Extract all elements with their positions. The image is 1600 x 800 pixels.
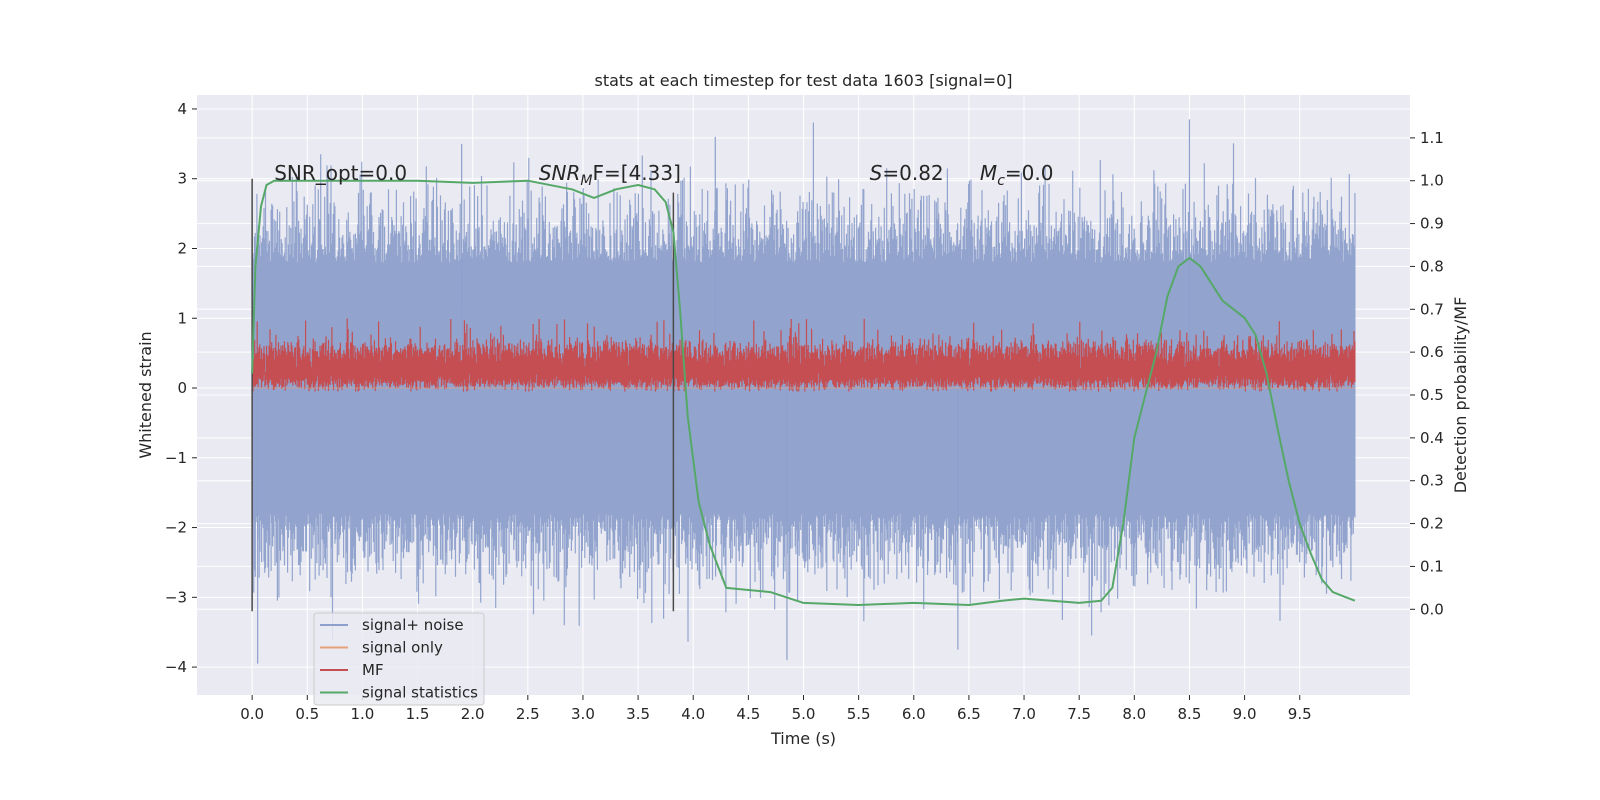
right-y-tick-label: 0.8 (1420, 257, 1444, 275)
y-tick-label: −4 (165, 658, 187, 676)
x-tick-label: 0.0 (240, 705, 264, 723)
y-tick-label: −2 (165, 519, 187, 537)
right-y-tick-label: 1.0 (1420, 172, 1444, 190)
x-tick-label: 1.5 (406, 705, 430, 723)
x-tick-label: 2.0 (461, 705, 485, 723)
x-tick-label: 4.0 (681, 705, 705, 723)
x-tick-label: 8.0 (1122, 705, 1146, 723)
right-y-tick-label: 0.5 (1420, 386, 1444, 404)
annotations: SNR_opt=0.0 SNRMF=[4.33] S=0.82 Mc=0.0 (274, 161, 1053, 189)
y-tick-label: 1 (177, 309, 187, 327)
annotation-snr-mf: SNRMF=[4.33] (539, 161, 681, 189)
right-y-axis-label: Detection probability/MF (1451, 297, 1470, 494)
y-tick-label: −1 (165, 449, 187, 467)
right-y-tick-label: 0.9 (1420, 215, 1444, 233)
mf-series (251, 318, 1356, 392)
x-tick-label: 5.5 (847, 705, 871, 723)
right-y-tick-label: 0.3 (1420, 472, 1444, 490)
x-tick-label: 6.5 (957, 705, 981, 723)
x-tick-label: 7.0 (1012, 705, 1036, 723)
x-tick-label: 8.5 (1178, 705, 1202, 723)
y-tick-label: 0 (177, 379, 187, 397)
legend-entry-signal-statistics: signal statistics (362, 684, 478, 702)
legend: signal+ noise signal only MF signal stat… (313, 612, 485, 706)
y-tick-label: 4 (177, 100, 187, 118)
annotation-mc: Mc=0.0 (980, 161, 1054, 189)
y-tick-label: 2 (177, 239, 187, 257)
x-tick-label: 1.0 (350, 705, 374, 723)
x-tick-label: 9.5 (1288, 705, 1312, 723)
annotation-snr-mf-sub: M (580, 173, 592, 189)
signal-statistics-line (251, 179, 1356, 606)
y-tick-label: −3 (165, 588, 187, 606)
right-y-tick-label: 0.0 (1420, 600, 1444, 618)
x-tick-label: 0.5 (295, 705, 319, 723)
annotation-mc-sub: c (997, 173, 1005, 189)
annotation-snr-mf-rest: F=[4.33] (593, 161, 681, 185)
annotation-snr-opt: SNR_opt=0.0 (274, 161, 407, 185)
signal-statistics-series (251, 179, 1356, 606)
annotation-s: S=0.82 (870, 161, 944, 185)
right-y-tick-label: 0.1 (1420, 557, 1444, 575)
annotation-mc-main: M (980, 161, 997, 185)
right-y-tick-label: 0.4 (1420, 429, 1444, 447)
x-tick-label: 6.0 (902, 705, 926, 723)
x-tick-label: 4.5 (736, 705, 760, 723)
vertical-markers (251, 178, 675, 612)
x-axis-label: Time (s) (770, 729, 836, 748)
x-tick-label: 3.0 (571, 705, 595, 723)
legend-entry-signal-only: signal only (362, 639, 443, 657)
x-tick-label: 2.5 (516, 705, 540, 723)
right-y-tick-label: 0.6 (1420, 343, 1444, 361)
tick-labels: 0.0 0.5 1.0 1.5 2.0 2.5 3.0 3.5 4.0 4.5 5.0 5.5 6.0 6… (165, 100, 1444, 723)
x-tick-label: 5.0 (792, 705, 816, 723)
y-tick-label: 3 (177, 170, 187, 188)
legend-entry-mf: MF (362, 661, 384, 679)
annotation-snr-mf-main: SNR (539, 161, 581, 185)
right-y-tick-label: 0.2 (1420, 515, 1444, 533)
x-tick-label: 7.5 (1067, 705, 1091, 723)
annotation-s-main: S (870, 161, 883, 185)
legend-entry-signal-noise: signal+ noise (362, 616, 464, 634)
right-y-tick-label: 1.1 (1420, 129, 1444, 147)
x-tick-label: 9.0 (1233, 705, 1257, 723)
legend-box (313, 612, 485, 706)
x-tick-label: 3.5 (626, 705, 650, 723)
annotation-s-rest: =0.82 (882, 161, 943, 185)
right-y-tick-label: 0.7 (1420, 300, 1444, 318)
chart-title: stats at each timestep for test data 160… (594, 71, 1012, 90)
annotation-mc-rest: =0.0 (1005, 161, 1054, 185)
y-axis-label: Whitened strain (136, 331, 155, 458)
